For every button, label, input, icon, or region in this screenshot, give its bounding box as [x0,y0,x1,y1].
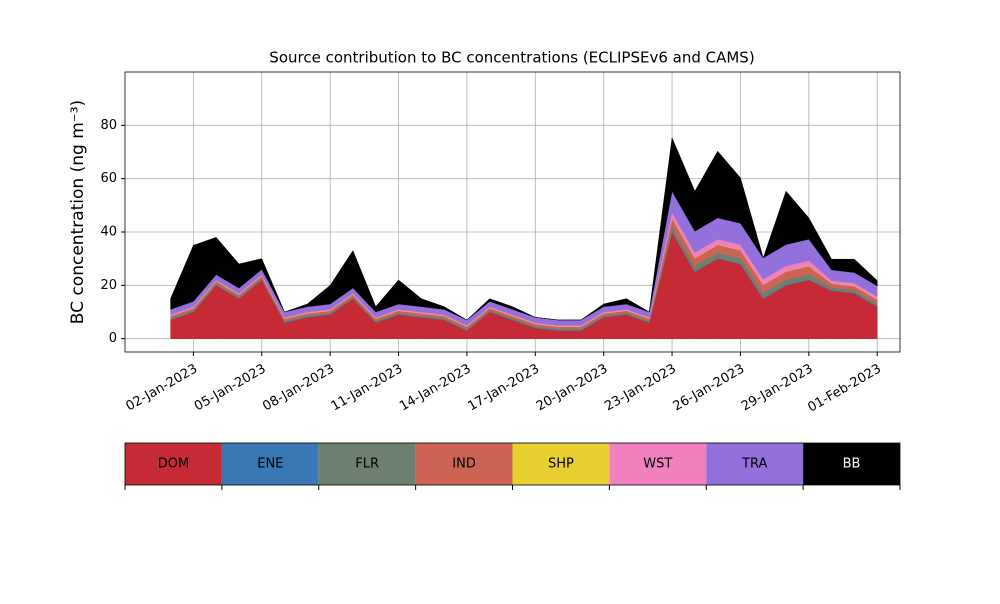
x-tick-label: 26-Jan-2023 [671,362,748,415]
y-axis-label: BC concentration (ng m⁻³) [68,100,88,324]
legend-swatch [609,443,707,485]
y-tick-label: 0 [109,331,117,346]
x-tick-label: 17-Jan-2023 [465,362,542,415]
x-tick-label: 11-Jan-2023 [329,362,406,415]
legend-swatch [415,443,513,485]
x-tick-label: 14-Jan-2023 [397,362,474,415]
chart-title: Source contribution to BC concentrations… [269,49,754,67]
legend-swatch [318,443,416,485]
legend-swatch [803,443,900,485]
x-tick-label: 08-Jan-2023 [260,362,337,415]
x-tick-label: 23-Jan-2023 [602,362,679,415]
legend-label: ENE [257,457,283,472]
legend-label: IND [452,457,476,472]
legend-label: TRA [741,457,767,472]
legend-label: FLR [355,457,379,472]
x-tick-label: 20-Jan-2023 [534,362,611,415]
legend-swatch [706,443,804,485]
legend-label: BB [843,457,861,472]
legend-swatch [125,443,222,485]
y-tick-label: 40 [100,225,117,240]
y-tick-label: 60 [100,171,117,186]
legend-swatch [221,443,319,485]
x-tick-label: 01-Feb-2023 [805,362,884,416]
legend-swatch [512,443,610,485]
x-tick-label: 02-Jan-2023 [124,362,201,415]
legend-label: SHP [548,457,574,472]
x-tick-label: 29-Jan-2023 [739,362,816,415]
y-tick-label: 20 [100,278,117,293]
legend-label: DOM [158,457,189,472]
legend-label: WST [643,457,672,472]
area [170,136,878,321]
x-tick-label: 05-Jan-2023 [192,362,269,415]
plot-frame [124,71,901,353]
y-tick-label: 80 [100,118,117,133]
